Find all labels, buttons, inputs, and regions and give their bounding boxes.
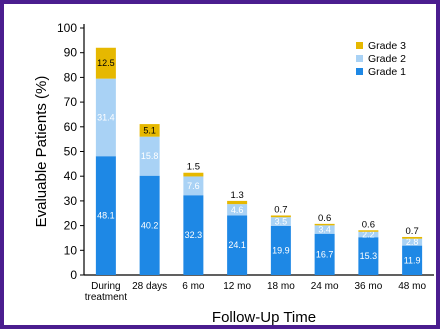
x-tick-label: 6 mo (182, 281, 205, 292)
x-tick-label: 12 mo (223, 281, 251, 292)
bar-segment (183, 176, 204, 196)
legend-swatch (356, 68, 363, 75)
data-label: 3.5 (275, 217, 288, 227)
data-label: 24.1 (228, 240, 246, 250)
y-axis-label: Evaluable Patients (%) (33, 76, 50, 228)
legend-label: Grade 2 (368, 53, 406, 65)
legend-swatch (356, 55, 363, 62)
x-tick-label: 18 mo (267, 281, 295, 292)
x-tick-label: 48 mo (398, 281, 426, 292)
x-tick-label: 24 mo (311, 281, 339, 292)
x-tick-label: 28 days (132, 281, 167, 292)
data-label: 1.3 (231, 190, 244, 201)
data-label: 5.1 (143, 125, 156, 135)
data-label: 31.4 (97, 112, 115, 122)
x-tick-label: During (91, 281, 120, 292)
bar-segment (402, 238, 423, 246)
bar-segment (95, 78, 116, 157)
bar-segment (183, 195, 204, 275)
bar-segment (139, 136, 160, 176)
data-label: 19.9 (272, 245, 290, 255)
y-tick-label: 70 (64, 95, 78, 109)
bar-segment (358, 231, 379, 238)
bar-segment (314, 225, 335, 234)
data-label: 1.5 (187, 162, 200, 173)
data-label: 0.6 (318, 213, 331, 224)
data-label: 0.7 (406, 226, 419, 237)
bar-segment (314, 233, 335, 275)
y-tick-label: 20 (64, 219, 78, 233)
data-label: 0.6 (362, 219, 375, 230)
bar-segment (95, 156, 116, 275)
bar-segment (183, 172, 204, 177)
legend-label: Grade 1 (368, 66, 406, 78)
stacked-bar-chart: 0 10 20 30 40 50 60 70 80 90 100 Evaluable Patients… (33, 21, 434, 326)
data-label: 32.3 (185, 230, 203, 240)
data-label: 15.8 (141, 151, 159, 161)
y-tick-label: 80 (64, 70, 78, 84)
bar-segment (227, 200, 248, 205)
data-label: 12.5 (97, 58, 115, 68)
bar-segment (270, 225, 291, 275)
bar-segment (227, 204, 248, 216)
bar-segment (270, 215, 291, 218)
data-label: 4.6 (231, 205, 244, 215)
bar-segment (139, 175, 160, 275)
data-label: 2.8 (406, 237, 419, 247)
data-label: 48.1 (97, 211, 115, 221)
bar-segment (95, 47, 116, 79)
bar-segment (227, 215, 248, 275)
y-tick-label: 40 (64, 169, 78, 183)
data-label: 16.7 (316, 249, 334, 259)
y-tick-label: 100 (57, 21, 77, 35)
data-label: 0.7 (274, 204, 287, 215)
y-tick-label: 60 (64, 120, 78, 134)
bar-segment (402, 236, 423, 239)
x-axis-label: Follow-Up Time (212, 309, 316, 326)
bar-segment (358, 237, 379, 275)
data-label: 40.2 (141, 220, 159, 230)
y-tick-label: 0 (70, 268, 77, 282)
data-label: 3.4 (318, 225, 331, 235)
y-tick-label: 30 (64, 194, 78, 208)
bar-segment (358, 230, 379, 232)
data-label: 2.2 (362, 229, 375, 239)
y-tick-label: 90 (64, 46, 78, 60)
data-label: 7.6 (187, 181, 200, 191)
bar-segment (139, 124, 160, 137)
x-tick-label: 36 mo (354, 281, 382, 292)
bar-segment (314, 223, 335, 226)
legend-label: Grade 3 (368, 40, 406, 52)
bar-segment (270, 217, 291, 226)
y-tick-label: 10 (64, 243, 78, 257)
x-tick-label: treatment (85, 292, 127, 303)
bar-segment (402, 245, 423, 275)
data-label: 15.3 (360, 251, 378, 261)
data-label: 11.9 (404, 255, 421, 265)
y-tick-label: 50 (64, 145, 78, 159)
legend-swatch (356, 42, 363, 49)
